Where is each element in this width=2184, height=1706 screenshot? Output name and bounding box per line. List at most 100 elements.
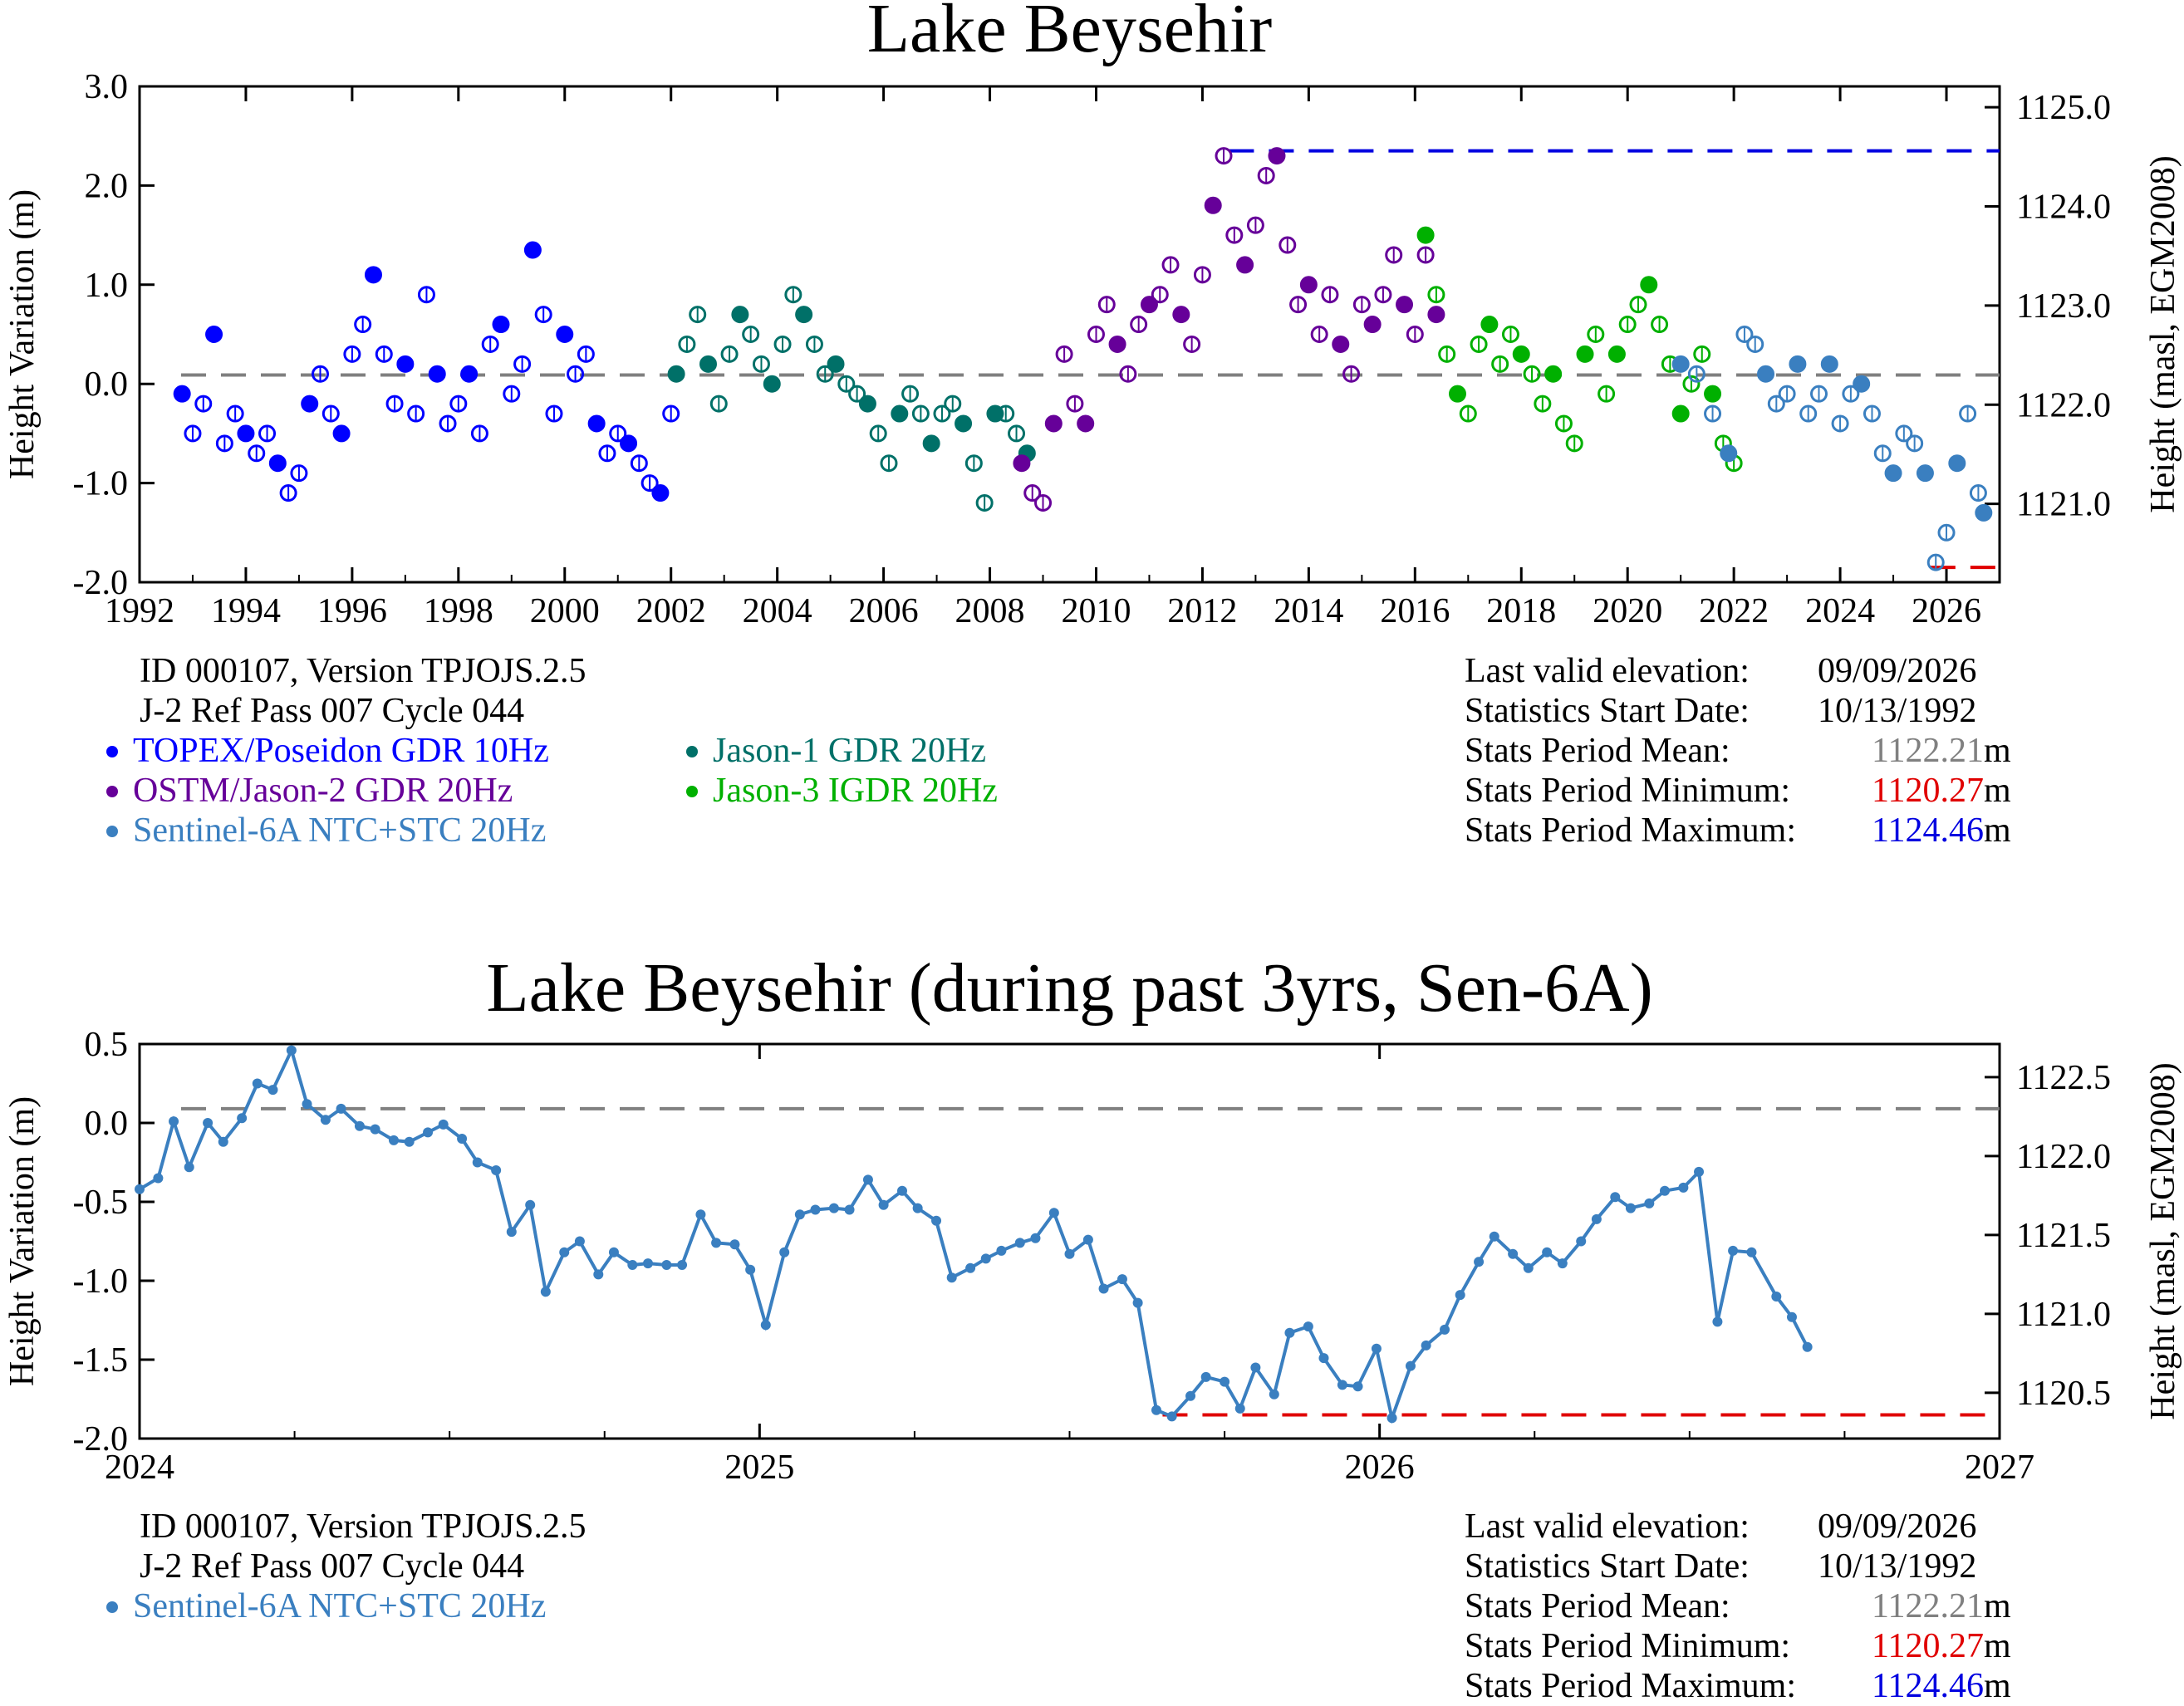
data-point <box>827 355 845 373</box>
data-point <box>1098 1283 1109 1294</box>
data-point <box>1746 1247 1757 1257</box>
series-jason3 <box>1416 226 1743 473</box>
data-point <box>1659 1185 1670 1196</box>
data-point <box>608 1247 619 1257</box>
data-point <box>1512 345 1530 363</box>
data-point <box>332 424 351 443</box>
legend-marker-jason3 <box>686 785 698 797</box>
data-point <box>237 1113 248 1124</box>
data-point <box>627 1260 638 1270</box>
legend2-marker-sentinel <box>106 1601 118 1613</box>
legend-marker-jason1 <box>686 745 698 757</box>
legend-marker-topex <box>106 745 118 757</box>
data-point <box>1200 1371 1211 1382</box>
data-point <box>1284 1327 1295 1338</box>
y-tick-label: -0.5 <box>73 1184 129 1222</box>
data-point <box>1712 1316 1723 1327</box>
data-point <box>153 1173 164 1184</box>
y-tick-label: -2.0 <box>73 564 129 602</box>
data-point <box>912 1203 923 1213</box>
x-tick-label: 2025 <box>724 1449 794 1487</box>
data-point <box>620 434 638 453</box>
y2-tick-label: 1125.0 <box>2016 89 2111 127</box>
data-point <box>169 1116 179 1127</box>
x-tick-label: 2000 <box>530 592 600 630</box>
legend2-label-sentinel: Sentinel-6A NTC+STC 20Hz <box>133 1587 547 1625</box>
data-point <box>1720 444 1738 463</box>
data-point <box>1576 345 1594 363</box>
stat-start-date: Statistics Start Date: 10/13/1992 <box>1465 691 2046 731</box>
stat2-max: Stats Period Maximum: 1124.46m <box>1465 1666 2046 1706</box>
legend-marker-sentinel <box>106 825 118 837</box>
x-tick-label: 1998 <box>424 592 493 630</box>
data-point <box>1427 306 1445 324</box>
stat2-min-label: Stats Period Minimum: <box>1465 1627 1791 1665</box>
data-point <box>364 266 382 284</box>
stat-max-value: 1124.46 <box>1872 811 1984 850</box>
legend-marker-jason2 <box>106 785 118 797</box>
stat-max: Stats Period Maximum: 1124.46m <box>1465 811 2046 851</box>
data-point <box>370 1124 380 1135</box>
data-point <box>1728 1245 1739 1256</box>
data-point <box>336 1103 346 1114</box>
data-point <box>1489 1231 1499 1242</box>
x-tick-label: 2002 <box>636 592 706 630</box>
data-point <box>1557 1258 1568 1269</box>
stat2-start-date: Statistics Start Date: 10/13/1992 <box>1465 1547 2046 1586</box>
data-point <box>135 1184 145 1194</box>
data-point <box>491 1165 502 1175</box>
data-point <box>760 1320 771 1331</box>
data-point <box>1014 1238 1025 1248</box>
y-tick-label: 1.0 <box>85 267 129 305</box>
y-tick-label: -1.0 <box>73 465 129 503</box>
data-point <box>423 1127 434 1138</box>
data-point <box>1644 1198 1655 1208</box>
data-point <box>492 316 510 334</box>
data-point <box>677 1260 688 1270</box>
y2-tick-label: 1122.5 <box>2016 1059 2111 1097</box>
x-tick-label: 2016 <box>1380 592 1450 630</box>
data-point <box>559 1247 570 1257</box>
data-point <box>1013 454 1031 473</box>
data-point <box>896 1185 907 1196</box>
stat-min-value: 1120.27 <box>1872 772 1984 810</box>
series-sentinel <box>135 1045 1813 1424</box>
data-point <box>1542 1247 1553 1257</box>
stat2-mean-unit: m <box>1983 1587 2011 1625</box>
stat-mean-value: 1122.21 <box>1872 732 1984 770</box>
y-tick-label: 3.0 <box>85 68 129 106</box>
data-point <box>1166 1411 1177 1422</box>
legend-item-sentinel: Sentinel-6A NTC+STC 20Hz <box>106 811 549 851</box>
data-point <box>593 1269 604 1280</box>
data-point <box>1299 276 1318 294</box>
stat-last-valid-label: Last valid elevation: <box>1465 652 1750 690</box>
series-line <box>138 1045 1809 1424</box>
y-axis-label: Height Variation (m) <box>3 189 42 479</box>
x-tick-label: 2027 <box>1965 1449 2034 1487</box>
x-tick-label: 2010 <box>1061 592 1131 630</box>
data-point <box>1077 414 1095 433</box>
panel2-id-line: ID 000107, Version TPJOJS.2.5 <box>140 1507 586 1546</box>
data-point <box>1694 1166 1705 1177</box>
data-point <box>1371 1343 1382 1354</box>
y2-tick-label: 1121.0 <box>2016 1296 2111 1334</box>
data-point <box>1916 464 1934 483</box>
stat-min-label: Stats Period Minimum: <box>1465 772 1791 810</box>
data-point <box>354 1120 365 1131</box>
data-point <box>460 365 479 383</box>
panel1-legend-col1: TOPEX/Poseidon GDR 10Hz OSTM/Jason-2 GDR… <box>106 731 549 851</box>
data-point <box>1948 454 1966 473</box>
data-point <box>891 404 909 423</box>
data-point <box>931 1215 942 1226</box>
data-point <box>1030 1233 1041 1243</box>
data-point <box>1064 1248 1075 1259</box>
data-point <box>1185 1390 1196 1401</box>
data-point <box>1671 355 1690 373</box>
data-point <box>1332 335 1350 353</box>
y2-tick-label: 1124.0 <box>2016 188 2111 226</box>
data-point <box>252 1078 263 1089</box>
stat2-mean-label: Stats Period Mean: <box>1465 1587 1730 1625</box>
y-tick-label: -1.0 <box>73 1262 129 1301</box>
stat2-max-unit: m <box>1983 1667 2011 1705</box>
y-tick-label: 0.5 <box>85 1026 129 1064</box>
